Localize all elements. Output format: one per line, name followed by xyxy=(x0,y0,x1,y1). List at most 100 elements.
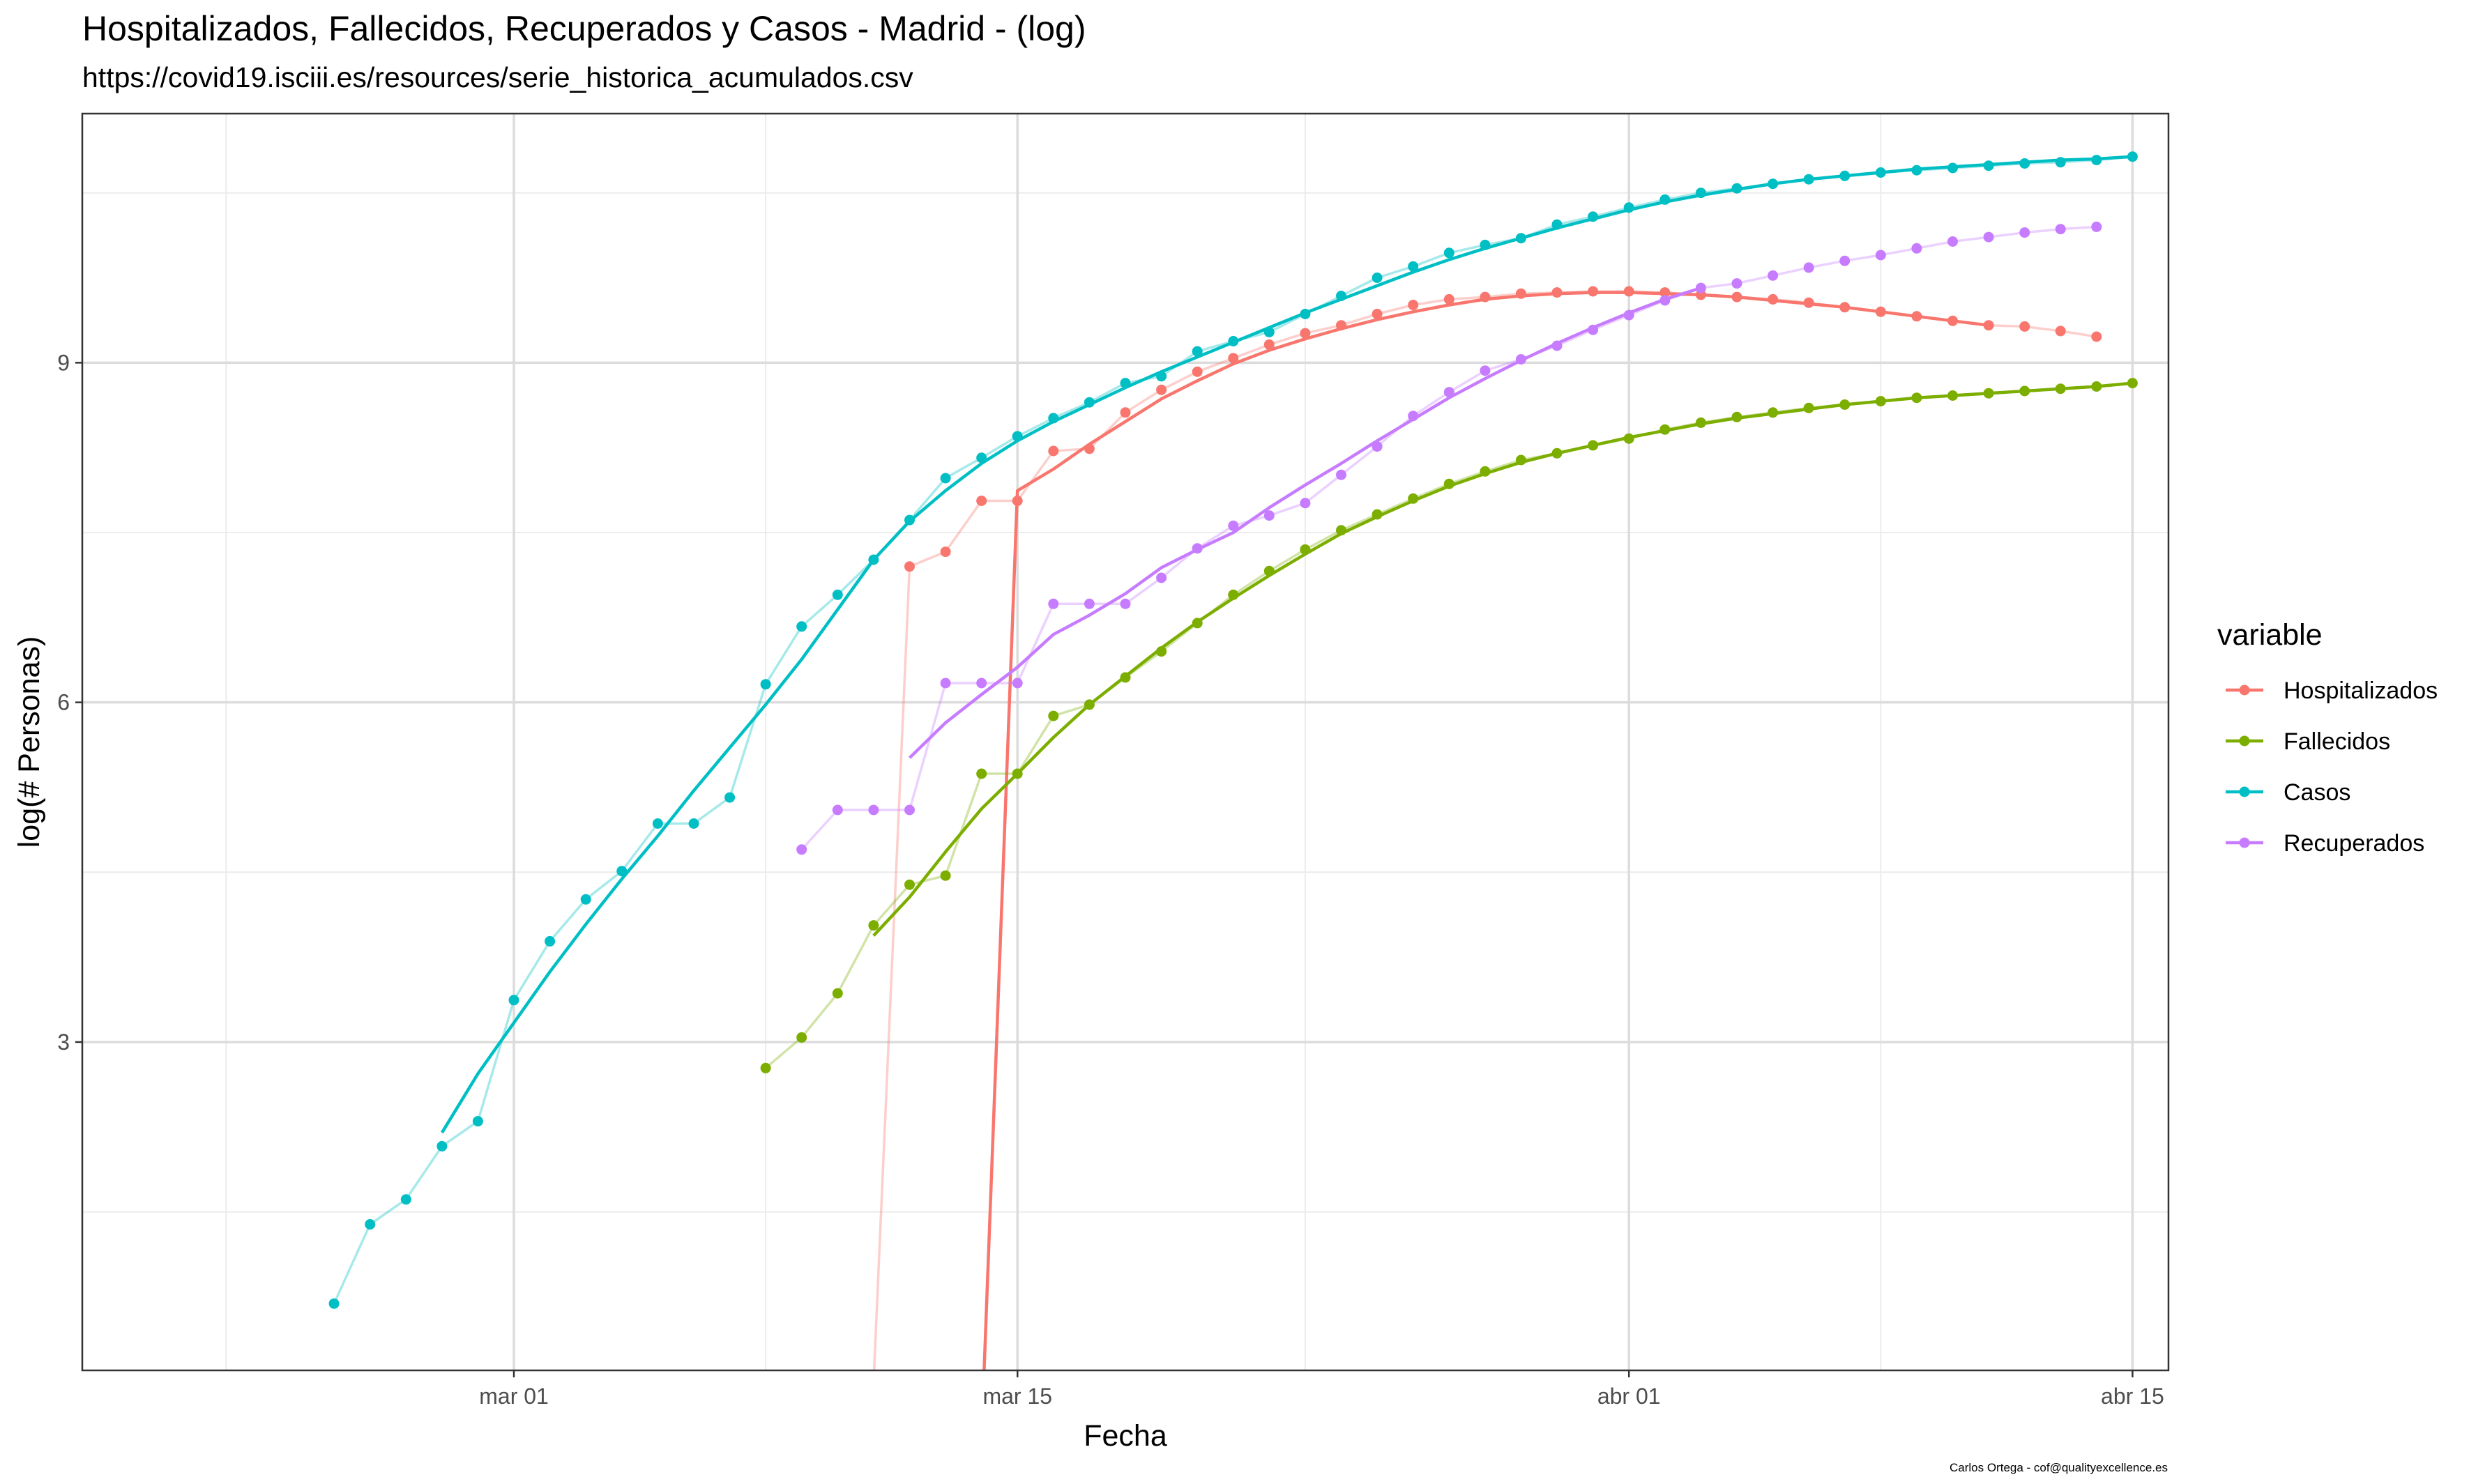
legend-label: Hospitalizados xyxy=(2284,678,2438,704)
series-hospitalizados xyxy=(833,286,2102,1387)
fallecidos-point xyxy=(1408,493,1419,504)
fallecidos-point xyxy=(1768,407,1779,418)
recuperados-point xyxy=(1480,365,1491,376)
casos-point xyxy=(1623,202,1634,213)
casos-point xyxy=(1659,194,1671,205)
recuperados-point xyxy=(940,678,951,689)
chart-subtitle: https://covid19.isciii.es/resources/seri… xyxy=(82,61,913,93)
casos-point xyxy=(1803,174,1814,185)
recuperados-point xyxy=(1408,411,1419,422)
y-tick-label: 3 xyxy=(57,1030,70,1055)
fallecidos-point xyxy=(1263,565,1275,576)
recuperados-point xyxy=(1372,441,1383,452)
hospitalizados-point xyxy=(1947,315,1958,326)
fallecidos-point xyxy=(1012,768,1023,779)
fallecidos-point xyxy=(2019,385,2030,397)
fallecidos-point xyxy=(904,879,915,890)
series-recuperados xyxy=(796,221,2102,855)
legend-title: variable xyxy=(2217,618,2323,652)
hospitalizados-point xyxy=(976,496,987,506)
fallecidos-point xyxy=(1803,402,1814,413)
fallecidos-point xyxy=(1443,478,1454,489)
casos-point xyxy=(796,621,807,632)
casos-point xyxy=(1156,371,1167,382)
legend-key-point xyxy=(2239,735,2250,747)
x-tick-label: mar 01 xyxy=(479,1384,549,1409)
casos-point xyxy=(1048,413,1059,424)
hospitalizados-point xyxy=(1263,339,1275,350)
fallecidos-point xyxy=(1515,454,1526,466)
fallecidos-point xyxy=(1947,390,1958,401)
casos-point xyxy=(904,514,915,526)
legend-label: Casos xyxy=(2284,779,2350,806)
casos-point xyxy=(1947,162,1958,174)
y-axis-title: log(# Personas) xyxy=(13,636,46,848)
casos-point xyxy=(832,589,843,600)
recuperados-point xyxy=(1875,250,1886,261)
hospitalizados-point xyxy=(833,1377,843,1387)
fallecidos-point xyxy=(2127,378,2138,389)
axis-layer: 3 6 9 mar 01 mar 15 abr 01 abr 15 xyxy=(57,350,2164,1409)
legend-key-point xyxy=(2239,786,2250,797)
recuperados-point xyxy=(1192,543,1203,554)
fallecidos-point xyxy=(1048,710,1059,721)
fallecidos-point xyxy=(1875,396,1886,407)
recuperados-point xyxy=(1336,469,1346,480)
panel-background xyxy=(82,114,2168,1370)
legend-key-point xyxy=(2239,684,2250,696)
casos-point xyxy=(724,792,736,803)
casos-point xyxy=(760,679,771,690)
recuperados-point xyxy=(1947,236,1958,247)
recuperados-trend-line xyxy=(908,286,1702,759)
fallecidos-point xyxy=(1551,448,1563,459)
recuperados-point xyxy=(976,678,987,689)
x-axis-title: Fecha xyxy=(1084,1419,1167,1453)
hospitalizados-point xyxy=(1983,320,1994,331)
casos-point xyxy=(436,1140,448,1152)
recuperados-point xyxy=(796,844,807,855)
casos-point xyxy=(365,1219,376,1230)
legend-key-point xyxy=(2239,837,2250,848)
casos-point xyxy=(1372,273,1383,283)
casos-point xyxy=(508,995,519,1006)
legend: variable Hospitalizados Fallecidos Casos Re… xyxy=(2217,618,2438,857)
casos-point xyxy=(1336,291,1346,301)
x-tick-label: mar 15 xyxy=(982,1384,1052,1409)
fallecidos-point xyxy=(1084,699,1095,710)
fallecidos-point xyxy=(1911,392,1922,404)
casos-point xyxy=(1515,233,1526,244)
casos-trend-line xyxy=(440,155,2133,1134)
casos-point xyxy=(1875,167,1886,178)
hospitalizados-point xyxy=(1875,306,1886,317)
casos-point xyxy=(1983,160,1994,171)
recuperados-point xyxy=(1983,231,1994,243)
casos-point xyxy=(868,554,879,565)
fallecidos-point xyxy=(1983,388,1994,399)
hospitalizados-point xyxy=(1120,407,1131,418)
recuperados-point xyxy=(1048,598,1059,609)
hospitalizados-point xyxy=(1156,384,1167,395)
recuperados-point xyxy=(2091,221,2102,232)
chart-caption: Carlos Ortega - cof@qualityexcellence.es xyxy=(1949,1461,2168,1474)
hospitalizados-point xyxy=(1048,445,1059,457)
recuperados-point xyxy=(1300,498,1311,509)
legend-label: Fallecidos xyxy=(2284,728,2390,755)
hospitalizados-point xyxy=(1623,286,1634,297)
hospitalizados-point xyxy=(1515,288,1526,299)
casos-point xyxy=(688,818,699,829)
hospitalizados-point xyxy=(1192,366,1203,377)
legend-label: Recuperados xyxy=(2284,830,2424,857)
hospitalizados-point xyxy=(1336,320,1346,331)
casos-point xyxy=(1443,247,1454,259)
y-tick-label: 9 xyxy=(57,350,70,375)
fallecidos-point xyxy=(1731,411,1742,422)
recuperados-point xyxy=(1768,270,1779,281)
recuperados-point xyxy=(1911,243,1922,254)
recuperados-point xyxy=(1120,598,1131,609)
panel-border xyxy=(81,112,2170,1372)
legend-item-casos: Casos xyxy=(2226,779,2350,806)
hospitalizados-point xyxy=(868,1377,879,1387)
chart-title: Hospitalizados, Fallecidos, Recuperados … xyxy=(82,9,1086,48)
recuperados-point xyxy=(2019,227,2030,238)
